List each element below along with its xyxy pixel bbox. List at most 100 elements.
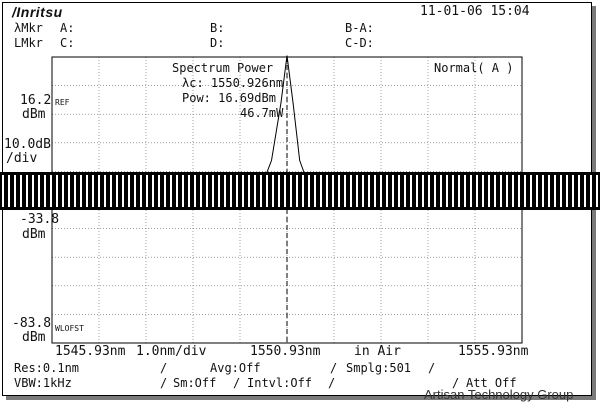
resolution-setting[interactable]: Res:0.1nm [14, 361, 80, 375]
scan-band-stripe [62, 175, 64, 207]
divider-slash: / [160, 376, 168, 390]
scan-band-stripe [152, 175, 154, 207]
scan-band-stripe [308, 175, 310, 207]
scan-band-stripe [230, 175, 232, 207]
scan-band-overlay [0, 172, 600, 210]
scan-band-stripe [302, 175, 304, 207]
scan-band-stripe [32, 175, 34, 207]
scan-band-stripe [572, 175, 574, 207]
scan-band-stripe [542, 175, 544, 207]
medium-label: in Air [354, 344, 401, 359]
scan-band-stripe [110, 175, 112, 207]
scan-band-stripe [224, 175, 226, 207]
scan-band-stripe [506, 175, 508, 207]
scan-band-stripe [188, 175, 190, 207]
center-wavelength-label: 1550.93nm [250, 344, 321, 359]
wavelength-marker-label[interactable]: λMkr [14, 21, 43, 35]
scan-band-stripe [422, 175, 424, 207]
marker-b-minus-a-readout: B-A: [345, 21, 374, 35]
scan-band-stripe [362, 175, 364, 207]
scan-band-stripe [266, 175, 268, 207]
scan-band-stripe [74, 175, 76, 207]
scan-band-stripe [194, 175, 196, 207]
mid-level-value: -33.8 [20, 212, 60, 227]
marker-c-readout: C: [60, 36, 75, 50]
scan-band-stripe [212, 175, 214, 207]
watermark-text: Artisan Technology Group [424, 387, 574, 402]
ref-level-value: 16.2 [20, 93, 52, 108]
scan-band-stripe [548, 175, 550, 207]
scan-band-stripe [278, 175, 280, 207]
mid-level-unit: dBm [22, 227, 46, 242]
scan-band-stripe [332, 175, 334, 207]
scan-band-stripe [410, 175, 412, 207]
scan-band-stripe [446, 175, 448, 207]
frame-shadow-bottom [6, 396, 596, 400]
scan-band-stripe [68, 175, 70, 207]
scan-band-stripe [218, 175, 220, 207]
scan-band-stripe [458, 175, 460, 207]
wavelength-offset-tag: WLOFST [55, 324, 84, 333]
scan-band-stripe [116, 175, 118, 207]
span-per-div-label: 1.0nm/div [136, 344, 207, 359]
scan-band-stripe [38, 175, 40, 207]
scan-band-stripe [80, 175, 82, 207]
scan-band-stripe [134, 175, 136, 207]
scan-band-stripe [452, 175, 454, 207]
scan-band-stripe [170, 175, 172, 207]
display-mode-label: Normal( A ) [434, 61, 514, 75]
scan-band-stripe [260, 175, 262, 207]
scan-band-stripe [464, 175, 466, 207]
scan-band-stripe [26, 175, 28, 207]
scan-band-stripe [236, 175, 238, 207]
brand-logo: /Inritsu [12, 4, 63, 20]
scan-band-stripe [512, 175, 514, 207]
scan-band-stripe [530, 175, 532, 207]
smoothing-setting[interactable]: Sm:Off [173, 376, 217, 390]
scan-band-stripe [566, 175, 568, 207]
scan-band-stripe [98, 175, 100, 207]
attenuator-setting[interactable]: Att Off [466, 376, 517, 390]
scan-band-stripe [326, 175, 328, 207]
scale-unit: /div [6, 151, 38, 166]
scan-band-stripe [368, 175, 370, 207]
vbw-setting[interactable]: VBW:1kHz [14, 376, 72, 390]
scan-band-stripe [434, 175, 436, 207]
scan-band-stripe [206, 175, 208, 207]
scan-band-stripe [128, 175, 130, 207]
scan-band-stripe [554, 175, 556, 207]
marker-c-minus-d-readout: C-D: [345, 36, 374, 50]
scan-band-stripe [380, 175, 382, 207]
scan-band-stripe [182, 175, 184, 207]
divider-slash: / [452, 376, 460, 390]
stop-wavelength-label: 1555.93nm [458, 344, 529, 359]
scan-band-stripe [320, 175, 322, 207]
sampling-setting[interactable]: Smplg:501 [346, 361, 412, 375]
scan-band-stripe [416, 175, 418, 207]
scan-band-stripe [56, 175, 58, 207]
center-wavelength-readout: λc: 1550.926nm [182, 76, 284, 90]
scan-band-stripe [284, 175, 286, 207]
divider-slash: / [428, 361, 436, 375]
scan-band-stripe [20, 175, 22, 207]
scan-band-background [0, 172, 600, 210]
ref-level-unit: dBm [22, 107, 46, 122]
scan-band-stripe [350, 175, 352, 207]
scan-band-stripe [482, 175, 484, 207]
scan-band-stripe [146, 175, 148, 207]
scan-band-stripe [560, 175, 562, 207]
scan-band-stripe [344, 175, 346, 207]
interval-setting[interactable]: Intvl:Off [247, 376, 313, 390]
scan-band-stripe [386, 175, 388, 207]
average-setting[interactable]: Avg:Off [210, 361, 261, 375]
divider-slash: / [330, 361, 338, 375]
scan-band-stripe [200, 175, 202, 207]
bottom-level-value: -83.8 [12, 316, 52, 331]
scan-band-stripe [374, 175, 376, 207]
scan-band-stripe [398, 175, 400, 207]
level-marker-label[interactable]: LMkr [14, 36, 43, 50]
scan-band-stripe [296, 175, 298, 207]
scan-band-stripe [290, 175, 292, 207]
scan-band-stripe [104, 175, 106, 207]
